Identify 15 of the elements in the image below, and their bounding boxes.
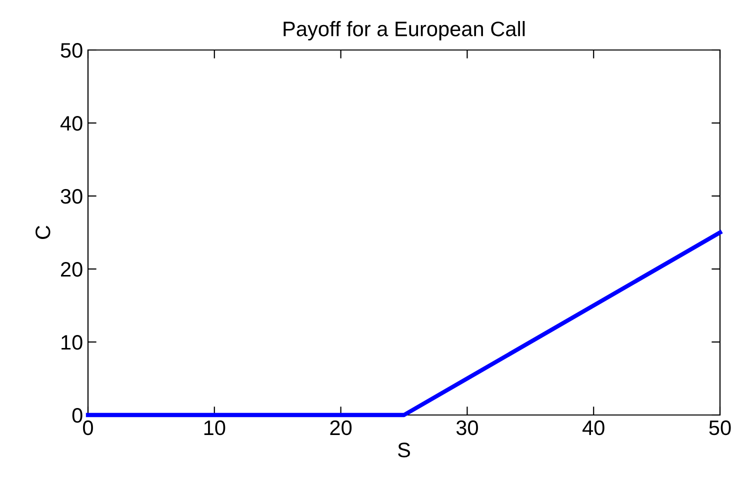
chart-title: Payoff for a European Call [284,21,525,40]
x-tick-label: 20 [330,420,352,436]
x-tick-label: 50 [709,420,731,436]
x-tick-label: 30 [456,420,478,436]
y-tick-label: 20 [61,262,82,277]
y-tick-label: 0 [72,408,82,423]
x-axis-title: S [398,442,410,458]
x-tick-label: 40 [582,420,604,436]
y-tick-label: 50 [60,43,82,58]
y-tick-label: 40 [60,116,82,131]
y-tick-label: 30 [60,189,82,204]
y-axis-title: C [36,226,50,239]
x-tick-label: 0 [83,420,93,436]
y-tick-label: 10 [62,335,82,350]
x-tick-label: 10 [204,420,226,436]
